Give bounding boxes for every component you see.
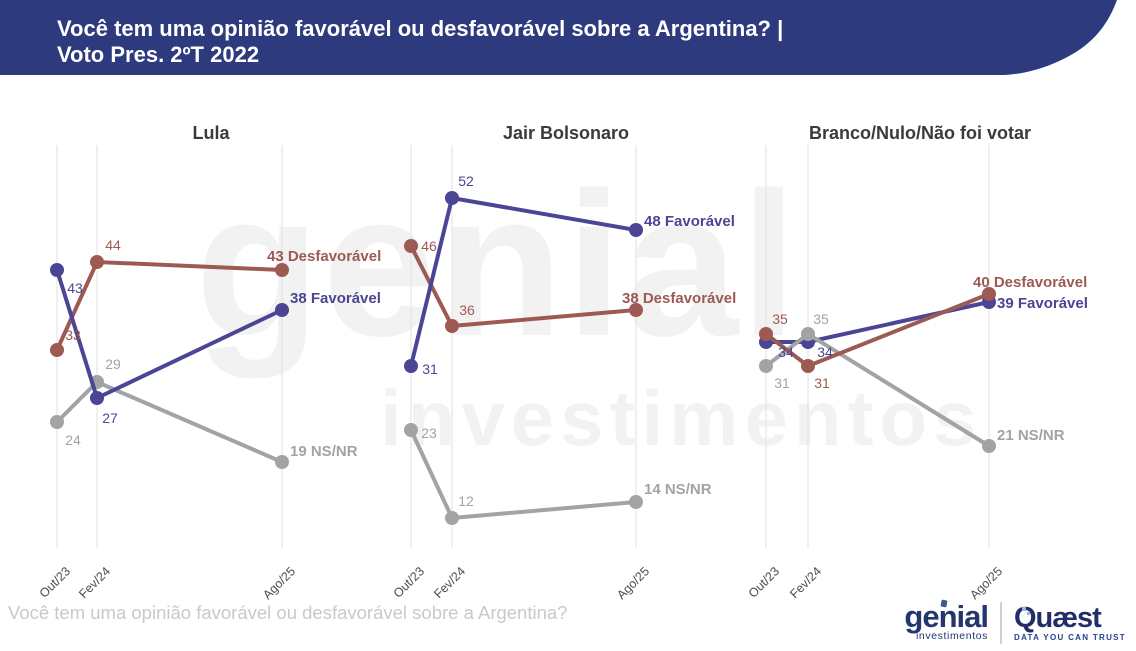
data-point (801, 359, 815, 373)
quaest-logo: Quæst DATA YOU CAN TRUST (1014, 601, 1126, 642)
data-point (50, 415, 64, 429)
data-point (404, 359, 418, 373)
value-label: 36 (459, 302, 475, 318)
series-end-label: 48 Favorável (644, 213, 735, 230)
value-label: 31 (774, 375, 790, 391)
x-tick-label: Fev/24 (431, 564, 468, 600)
x-tick-label: Out/23 (746, 564, 782, 600)
logo-divider (1000, 602, 1002, 644)
data-point (445, 191, 459, 205)
series-end-label: 38 Desfavorável (622, 290, 736, 307)
value-label: 52 (458, 173, 474, 189)
data-point (275, 303, 289, 317)
value-label: 31 (814, 375, 830, 391)
quaest-logo-tagline: DATA YOU CAN TRUST (1014, 632, 1126, 642)
data-point (759, 359, 773, 373)
series-end-label: 43 Desfavorável (267, 248, 381, 265)
data-point (404, 423, 418, 437)
x-tick-label: Fev/24 (787, 564, 824, 600)
series-end-label: 19 NS/NR (290, 443, 358, 460)
series-line-desfavorvel (55, 259, 284, 352)
panel-title-bolsonaro: Jair Bolsonaro (502, 123, 630, 143)
value-label: 27 (102, 410, 118, 426)
series-end-label: 39 Favorável (997, 295, 1088, 312)
header-banner (0, 0, 1117, 75)
series-line-nsnr (409, 428, 638, 521)
data-point (629, 223, 643, 237)
series-line-desfavorvel (764, 292, 991, 369)
genial-logo-sub: investimentos (916, 630, 988, 643)
page-title-line1: Você tem uma opinião favorável ou desfav… (57, 16, 784, 41)
series-end-label: 21 NS/NR (997, 427, 1065, 444)
series-line-nsnr (55, 379, 284, 464)
series-line-desfavorvel (409, 244, 638, 329)
series-end-label: 38 Favorável (290, 290, 381, 307)
series-line-favorvel (409, 195, 638, 368)
data-point (50, 263, 64, 277)
footer-question: Você tem uma opinião favorável ou desfav… (8, 602, 568, 623)
genial-logo-word: genial (904, 599, 989, 635)
data-point (90, 255, 104, 269)
x-tick-label: Ago/25 (614, 564, 652, 600)
quaest-logo-word: Quæst (1014, 601, 1102, 634)
series-end-label: 40 Desfavorável (973, 274, 1087, 291)
footer-logos: genial investimentos Quæst DATA YOU CAN … (904, 598, 1126, 648)
value-label: 23 (421, 425, 437, 441)
data-point (50, 343, 64, 357)
genial-logo: genial investimentos (904, 599, 989, 643)
panel-title-lula: Lula (192, 123, 230, 143)
value-label: 35 (772, 311, 788, 327)
series-line-nsnr (764, 331, 991, 448)
value-label: 35 (813, 311, 829, 327)
data-point (445, 319, 459, 333)
data-point (629, 303, 643, 317)
x-tick-label: Ago/25 (967, 564, 1005, 600)
value-label: 29 (105, 356, 121, 372)
x-tick-label: Ago/25 (260, 564, 298, 600)
data-point (275, 263, 289, 277)
quaest-pixel-icon (1027, 611, 1030, 615)
value-label: 12 (458, 493, 474, 509)
value-label: 31 (422, 361, 438, 377)
value-label: 46 (421, 238, 437, 254)
panel-title-branco-nulo: Branco/Nulo/Não foi votar (808, 123, 1032, 143)
data-point (982, 287, 996, 301)
value-label: 43 (67, 280, 83, 296)
data-point (404, 239, 418, 253)
value-label: 34 (817, 344, 833, 360)
value-label: 33 (65, 327, 81, 343)
value-label: 24 (65, 432, 81, 448)
value-label: 34 (778, 344, 794, 360)
series-end-label: 14 NS/NR (644, 481, 712, 498)
x-tick-label: Out/23 (37, 564, 73, 600)
series-line-favorvel (55, 268, 284, 401)
x-tick-label: Fev/24 (76, 564, 113, 600)
x-tick-label: Out/23 (391, 564, 427, 600)
data-point (90, 391, 104, 405)
page-title-line2: Voto Pres. 2ºT 2022 (57, 42, 260, 67)
data-point (445, 511, 459, 525)
page-title: Você tem uma opinião favorável ou desfav… (57, 16, 783, 68)
data-point (982, 439, 996, 453)
data-point (629, 495, 643, 509)
data-point (801, 327, 815, 341)
data-point (275, 455, 289, 469)
value-label: 44 (105, 237, 121, 253)
quaest-pixel-icon (1022, 606, 1026, 611)
data-point (759, 327, 773, 341)
